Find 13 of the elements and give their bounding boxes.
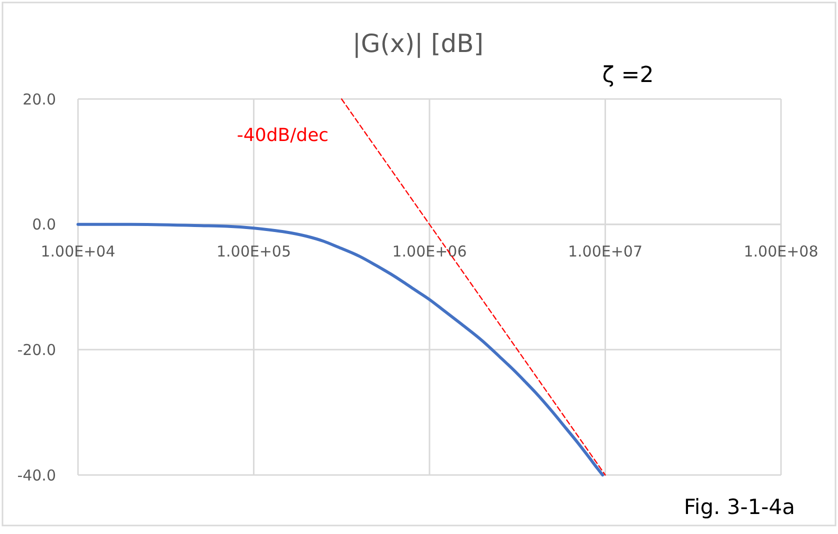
chart-title: |G(x)| [dB] xyxy=(352,29,484,58)
x-tick-label: 1.00E+06 xyxy=(392,242,467,260)
y-tick-label: -40.0 xyxy=(17,466,56,484)
y-tick-label: -20.0 xyxy=(17,340,56,359)
x-tick-label: 1.00E+07 xyxy=(568,242,643,260)
series-label: -40dB/dec xyxy=(236,125,329,146)
y-tick-label: 0.0 xyxy=(32,216,56,234)
x-tick-label: 1.00E+04 xyxy=(40,242,116,260)
text: ζ =2 xyxy=(602,63,654,88)
y-tick-label: 20.0 xyxy=(22,90,56,108)
x-tick-label: 1.00E+05 xyxy=(216,242,292,260)
caption: Fig. 3-1-4a xyxy=(684,495,795,519)
x-tick-label: 1.00E+08 xyxy=(744,242,818,260)
